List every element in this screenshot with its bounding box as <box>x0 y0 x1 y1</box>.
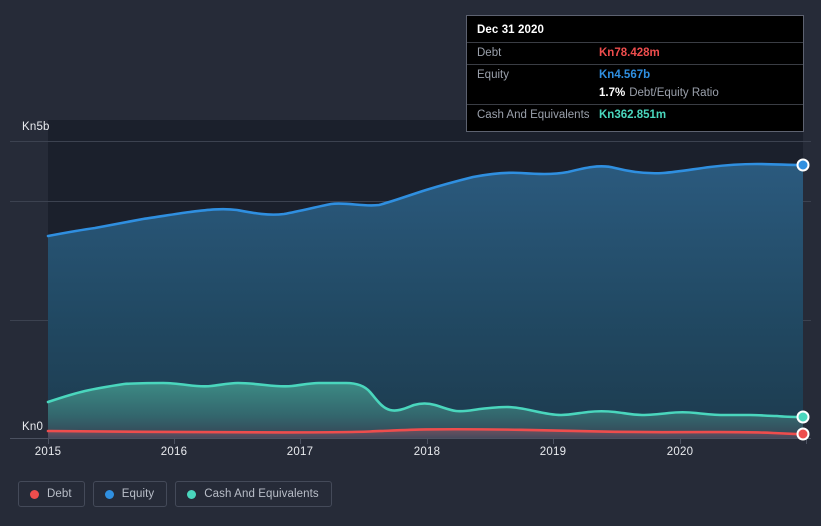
tooltip-label-ratio: Debt/Equity Ratio <box>629 87 719 99</box>
x-axis-tick-2019: 2019 <box>539 446 567 458</box>
legend-dot-icon-cash <box>187 489 197 499</box>
data-point-markers[interactable] <box>796 158 810 441</box>
tooltip-row-equity: Equity Kn4.567b <box>467 64 803 86</box>
tooltip-row-debt: Debt Kn78.428m <box>467 42 803 64</box>
x-axis-tick-2016: 2016 <box>160 446 188 458</box>
tooltip-value-equity: Kn4.567b <box>599 69 651 81</box>
series-cash-and-equivalents <box>46 381 805 438</box>
legend-item-equity[interactable]: Equity <box>92 481 168 507</box>
chart-tooltip: Dec 31 2020 Debt Kn78.428m Equity Kn4.56… <box>466 15 804 132</box>
tooltip-row-ratio: 1.7% Debt/Equity Ratio <box>467 86 803 104</box>
x-axis-tick-2020: 2020 <box>666 446 694 458</box>
series-equity <box>46 162 805 438</box>
y-axis-label-top: Kn5b <box>22 121 50 133</box>
tooltip-value-ratio: 1.7% <box>599 87 626 99</box>
equity-endpoint-marker[interactable] <box>796 158 810 172</box>
legend-item-cash-and-equivalents[interactable]: Cash And Equivalents <box>175 481 332 507</box>
series-debt <box>46 427 805 438</box>
tooltip-row-cash: Cash And Equivalents Kn362.851m <box>467 104 803 126</box>
x-axis-tick-2017: 2017 <box>286 446 314 458</box>
tooltip-label-cash: Cash And Equivalents <box>477 109 590 121</box>
legend-dot-icon-debt <box>30 489 39 499</box>
x-axis-tick-2015: 2015 <box>34 446 62 458</box>
chart-legend: Debt Equity Cash And Equivalents <box>18 481 332 507</box>
cash-endpoint-marker[interactable] <box>796 410 810 424</box>
legend-label-debt: Debt <box>47 488 72 500</box>
legend-dot-icon-equity <box>104 489 114 499</box>
legend-label-cash-and-equivalents: Cash And Equivalents <box>204 488 319 500</box>
y-axis-label-zero: Kn0 <box>22 421 44 433</box>
tooltip-label-equity: Equity <box>477 69 509 81</box>
x-axis-tick-2018: 2018 <box>413 446 441 458</box>
tooltip-label-debt: Debt <box>477 47 502 59</box>
legend-label-equity: Equity <box>121 488 155 500</box>
tooltip-title: Dec 31 2020 <box>477 24 544 36</box>
tooltip-value-cash: Kn362.851m <box>599 109 667 121</box>
legend-item-debt[interactable]: Debt <box>18 481 85 507</box>
tooltip-value-debt: Kn78.428m <box>599 47 660 59</box>
debt-endpoint-marker[interactable] <box>796 427 810 441</box>
